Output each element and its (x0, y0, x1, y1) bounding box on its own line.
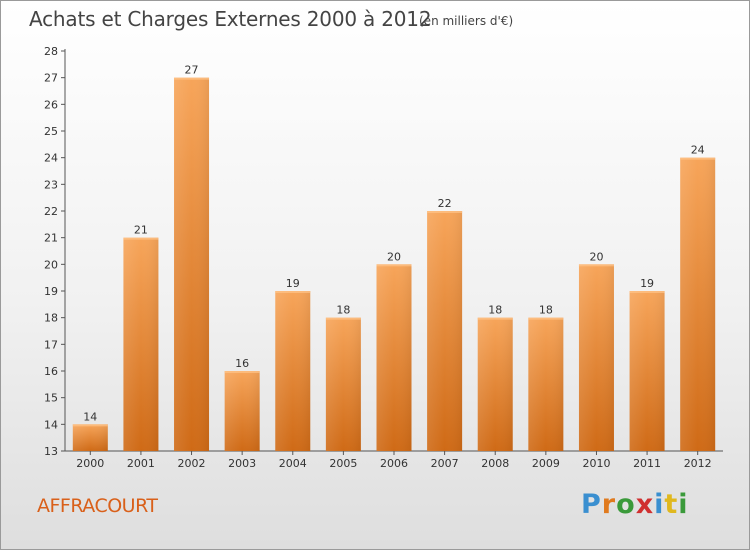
y-tick-label: 24 (44, 152, 58, 165)
y-tick-label: 25 (44, 125, 58, 138)
x-tick-label: 2000 (76, 457, 104, 470)
y-tick-label: 19 (44, 285, 58, 298)
bar-top-edge (578, 264, 614, 267)
y-tick-label: 17 (44, 338, 58, 351)
bar-shine (174, 77, 210, 452)
x-tick-label: 2008 (481, 457, 509, 470)
y-tick-label: 27 (44, 72, 58, 85)
bar-shine (528, 317, 564, 451)
bar-value-label: 22 (438, 197, 452, 210)
y-tick-label: 20 (44, 258, 58, 271)
y-tick-label: 26 (44, 98, 58, 111)
bar-shine (680, 157, 716, 451)
x-tick-label: 2002 (178, 457, 206, 470)
bar-top-edge (325, 317, 361, 320)
bar-value-label: 20 (589, 250, 603, 263)
logo-letter: r (601, 489, 617, 520)
bar-shine (224, 371, 260, 451)
chart-subtitle: (en milliers d'€) (419, 14, 514, 28)
y-tick-label: 13 (44, 445, 58, 458)
x-tick-label: 2012 (684, 457, 712, 470)
bar-shine (629, 291, 665, 451)
bar-top-edge (275, 291, 311, 293)
bar-top-edge (123, 237, 159, 240)
bar-value-label: 18 (539, 304, 553, 317)
bar-value-label: 24 (691, 144, 705, 157)
bar-top-edge (477, 317, 513, 320)
bar-value-label: 27 (185, 64, 199, 77)
bar-shine (275, 291, 311, 451)
bar-top-edge (629, 291, 665, 293)
x-tick-label: 2009 (532, 457, 560, 470)
y-tick-label: 16 (44, 365, 58, 378)
bar-top-edge (680, 157, 716, 160)
logo-letter: x (635, 489, 655, 520)
x-tick-label: 2007 (431, 457, 459, 470)
bar-top-edge (174, 77, 210, 80)
bar-shine (427, 211, 463, 451)
chart-title: Achats et Charges Externes 2000 à 2012 (29, 7, 432, 31)
bar-value-label: 19 (640, 277, 654, 290)
logo-letter: o (616, 489, 636, 520)
bar-value-label: 19 (286, 277, 300, 290)
bar-value-label: 16 (235, 357, 249, 370)
bar-top-edge (72, 424, 108, 427)
bar-shine (477, 317, 513, 451)
y-tick-label: 18 (44, 312, 58, 325)
y-tick-label: 23 (44, 178, 58, 191)
bar-top-edge (528, 317, 564, 320)
bar-value-label: 14 (83, 410, 97, 423)
bar-top-edge (224, 371, 260, 373)
bar-shine (376, 264, 412, 451)
bar-top-edge (427, 211, 463, 213)
x-tick-label: 2010 (582, 457, 610, 470)
x-tick-label: 2004 (279, 457, 307, 470)
y-tick-label: 22 (44, 205, 58, 218)
bar-shine (578, 264, 614, 451)
bar-value-label: 21 (134, 224, 148, 237)
bar-value-label: 18 (336, 304, 350, 317)
bar-shine (325, 317, 361, 451)
x-tick-label: 2003 (228, 457, 256, 470)
commune-name: AFFRACOURT (37, 495, 158, 517)
logo-letter: i (654, 489, 665, 520)
logo-letter: P (581, 489, 602, 520)
proxiti-logo: Proxiti (581, 489, 689, 520)
bar-shine (123, 237, 159, 451)
y-tick-label: 28 (44, 45, 58, 58)
y-tick-label: 15 (44, 392, 58, 405)
bar-value-label: 18 (488, 304, 502, 317)
bar-top-edge (376, 264, 412, 267)
x-tick-label: 2006 (380, 457, 408, 470)
y-tick-label: 14 (44, 418, 58, 431)
bar-shine (72, 424, 108, 451)
logo-letter: i (678, 489, 689, 520)
bar-value-label: 20 (387, 250, 401, 263)
x-tick-label: 2001 (127, 457, 155, 470)
x-tick-label: 2011 (633, 457, 661, 470)
y-tick-label: 21 (44, 232, 58, 245)
logo-letter: t (664, 489, 679, 520)
x-tick-label: 2005 (329, 457, 357, 470)
